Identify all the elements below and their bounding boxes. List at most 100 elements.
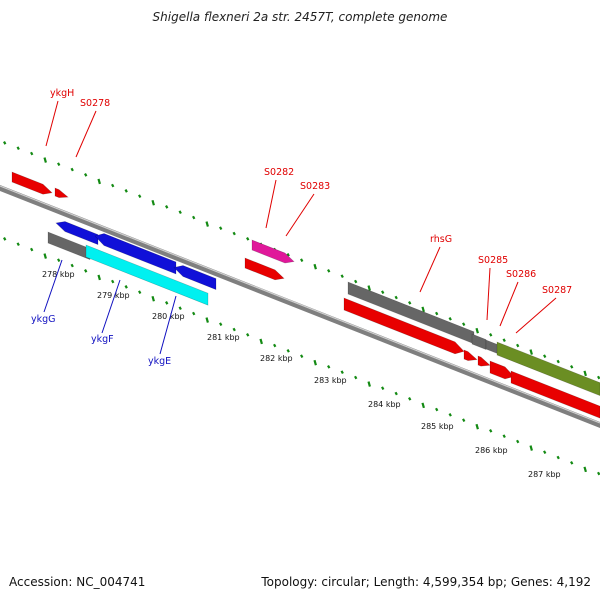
gene-long-red: [510, 370, 600, 419]
inner-tick-mark: [111, 279, 115, 284]
inner-tick-mark: [138, 290, 142, 295]
outer-tick-mark: [30, 151, 34, 156]
inner-tick-mark: [219, 322, 223, 327]
inner-tick-mark: [597, 471, 600, 476]
gene-leader-line: [265, 179, 277, 229]
kbp-scale: 278 kbp 279 kbp 280 kbp 281 kbp 282 kbp 283 k…: [42, 270, 561, 479]
gene-blue-2: [94, 233, 177, 275]
outer-tick-mark: [516, 343, 520, 348]
outer-tick-mark: [97, 178, 101, 185]
inner-tick-mark: [394, 391, 398, 396]
kbp-label: 284 kbp: [368, 400, 401, 409]
gene-small-red-2: [477, 355, 491, 367]
kbp-label: 287 kbp: [528, 470, 561, 479]
gene-leader-line: [101, 279, 121, 334]
kbp-label: 281 kbp: [207, 333, 240, 342]
kbp-label: 282 kbp: [260, 354, 293, 363]
inner-tick-mark: [313, 359, 317, 366]
inner-tick-mark: [448, 413, 452, 417]
outer-tick-mark: [205, 221, 209, 227]
gene-ykgH: [11, 171, 53, 195]
inner-tick-mark: [192, 311, 196, 316]
inner-tick-mark: [381, 386, 385, 391]
outer-tick-mark: [219, 226, 223, 231]
gene-label-S0285: S0285: [478, 255, 508, 266]
outer-tick-mark: [394, 295, 398, 300]
outer-tick-mark: [502, 338, 506, 343]
inner-tick-mark: [421, 402, 425, 409]
kbp-label: 278 kbp: [42, 270, 75, 279]
outer-tick-mark: [313, 263, 317, 270]
inner-tick-mark: [367, 381, 371, 387]
inner-tick-mark: [232, 327, 236, 332]
outer-tick-mark: [421, 306, 425, 313]
inner-tick-mark: [16, 242, 20, 247]
outer-tick-mark: [381, 290, 385, 295]
inner-tick-mark: [84, 269, 88, 273]
gene-label-ykgH: ykgH: [50, 88, 74, 99]
gene-label-S0287: S0287: [542, 285, 572, 296]
gene-leader-line: [515, 297, 557, 334]
gene-ykgG: [47, 231, 91, 261]
outer-tick-mark: [43, 157, 47, 163]
inner-tick-mark: [286, 349, 290, 353]
outer-tick-mark: [367, 285, 371, 291]
outer-tick-mark: [16, 146, 20, 151]
gene-label-S0282: S0282: [264, 167, 294, 178]
outer-tick-mark: [543, 354, 547, 359]
gene-S0278: [54, 187, 69, 198]
outer-tick-mark: [178, 210, 182, 215]
outer-tick-mark: [408, 301, 412, 305]
inner-tick-mark: [327, 365, 331, 369]
inner-tick-mark: [489, 429, 493, 433]
gene-blue-1: [55, 221, 99, 246]
outer-tick-mark: [84, 173, 88, 177]
gene-label-ykgG: ykgG: [31, 314, 56, 325]
genome-backbone: [0, 185, 600, 428]
inner-tick-mark: [124, 285, 128, 289]
outer-tick-mark: [57, 162, 61, 167]
outer-tick-mark: [246, 237, 250, 241]
inner-tick-mark: [475, 423, 479, 430]
inner-tick-mark: [300, 354, 304, 359]
inner-tick-mark: [340, 370, 344, 375]
map-title: Shigella flexneri 2a str. 2457T, complet…: [152, 10, 448, 24]
outer-tick-mark: [70, 167, 74, 172]
outer-tick-ring: [3, 141, 600, 380]
inner-tick-mark: [97, 274, 101, 281]
outer-tick-mark: [232, 231, 236, 236]
gene-S0282: [251, 239, 295, 264]
kbp-label: 286 kbp: [475, 446, 508, 455]
kbp-label: 280 kbp: [152, 312, 185, 321]
outer-tick-mark: [111, 183, 115, 188]
outer-tick-mark: [448, 317, 452, 321]
gene-small-red-1: [463, 349, 478, 361]
gene-S0287: [496, 341, 600, 397]
inner-tick-mark: [165, 301, 169, 305]
gene-label-S0286: S0286: [506, 269, 536, 280]
outer-tick-mark: [529, 349, 533, 355]
topology-text: Topology: circular; Length: 4,599,354 bp…: [261, 575, 591, 589]
gene-leader-line: [45, 100, 59, 147]
outer-tick-mark: [300, 258, 304, 263]
inner-tick-mark: [354, 375, 358, 380]
inner-tick-mark: [408, 397, 412, 401]
inner-tick-mark: [30, 247, 34, 252]
outer-tick-mark: [435, 311, 439, 316]
inner-tick-mark: [70, 263, 74, 268]
outer-tick-mark: [340, 274, 344, 279]
outer-tick-mark: [570, 365, 574, 369]
outer-tick-mark: [327, 269, 331, 273]
gene-small-red-3: [489, 360, 515, 380]
gene-label-ykgE: ykgE: [148, 356, 171, 367]
outer-tick-mark: [354, 279, 358, 284]
outer-tick-mark: [192, 215, 196, 220]
gene-leader-line: [75, 110, 97, 158]
outer-tick-mark: [556, 359, 560, 364]
outer-tick-mark: [489, 333, 493, 337]
inner-tick-mark: [502, 434, 506, 439]
outer-tick-mark: [138, 194, 142, 199]
gene-blue-3: [173, 265, 217, 291]
inner-tick-mark: [435, 407, 439, 412]
inner-tick-mark: [3, 237, 7, 241]
